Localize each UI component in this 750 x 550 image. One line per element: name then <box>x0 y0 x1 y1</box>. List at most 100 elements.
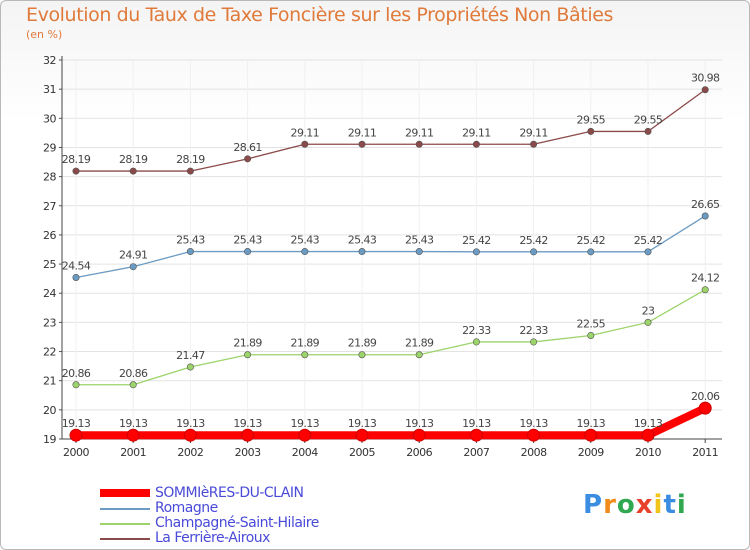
data-point <box>698 401 712 415</box>
data-label: 25.42 <box>634 234 663 247</box>
y-tick-label: 28 <box>43 171 56 184</box>
data-label: 25.42 <box>577 234 606 247</box>
data-point <box>186 248 194 256</box>
data-label: 22.33 <box>519 324 548 337</box>
y-tick-label: 27 <box>43 200 56 213</box>
data-label: 29.55 <box>634 113 663 126</box>
data-point <box>587 127 595 135</box>
data-point <box>472 338 480 346</box>
x-tick-label: 2004 <box>292 446 318 459</box>
data-point <box>701 212 709 220</box>
data-point <box>644 318 652 326</box>
legend-item: La Ferrière-Airoux <box>100 530 360 546</box>
data-point <box>412 428 426 442</box>
legend-item: Champagné-Saint-Hilaire <box>100 515 360 531</box>
data-point <box>472 248 480 256</box>
data-point <box>644 127 652 135</box>
chart-title: Evolution du Taux de Taxe Foncière sur l… <box>26 4 614 26</box>
data-point <box>241 428 255 442</box>
data-point <box>358 248 366 256</box>
data-point <box>472 140 480 148</box>
x-tick-label: 2010 <box>635 446 661 459</box>
series-line-0 <box>72 404 710 440</box>
legend-swatch <box>100 489 150 497</box>
data-point <box>587 332 595 340</box>
logo-letter: i <box>653 490 664 520</box>
y-tick-label: 26 <box>43 229 56 242</box>
data-point <box>183 428 197 442</box>
x-tick-label: 2000 <box>63 446 89 459</box>
series-line-1 <box>75 215 706 279</box>
data-label: 19.13 <box>62 417 91 430</box>
data-point <box>186 363 194 371</box>
data-label: 24.54 <box>62 259 91 272</box>
x-tick-label: 2007 <box>463 446 489 459</box>
proxiti-logo: Proxiti <box>583 490 687 520</box>
data-label: 19.13 <box>176 417 205 430</box>
data-point <box>530 338 538 346</box>
data-label: 28.19 <box>62 153 91 166</box>
data-point <box>301 351 309 359</box>
x-tick-label: 2008 <box>521 446 547 459</box>
data-label: 28.19 <box>176 153 205 166</box>
y-tick-label: 31 <box>43 83 56 96</box>
data-label: 19.13 <box>405 417 434 430</box>
y-tick-label: 20 <box>43 404 56 417</box>
data-point <box>527 428 541 442</box>
x-tick-label: 2005 <box>349 446 375 459</box>
chart-unit-label: (en %) <box>26 28 63 41</box>
data-point <box>415 140 423 148</box>
data-label: 21.89 <box>291 337 320 350</box>
data-point <box>530 248 538 256</box>
data-label: 19.13 <box>519 417 548 430</box>
data-label: 28.19 <box>119 153 148 166</box>
data-point <box>72 167 80 175</box>
legend-item: Romagne <box>100 500 360 516</box>
data-point <box>244 155 252 163</box>
data-label: 21.89 <box>233 337 262 350</box>
x-tick-label: 2002 <box>177 446 203 459</box>
y-tick-label: 19 <box>43 433 56 446</box>
data-label: 19.13 <box>634 417 663 430</box>
data-label: 24.91 <box>119 249 148 262</box>
y-tick-label: 25 <box>43 258 56 271</box>
data-point <box>415 351 423 359</box>
data-point <box>129 167 137 175</box>
data-point <box>69 428 83 442</box>
y-tick-label: 22 <box>43 346 56 359</box>
data-point <box>358 351 366 359</box>
data-point <box>644 248 652 256</box>
data-label: 23 <box>642 304 655 317</box>
logo-letter: t <box>663 490 677 520</box>
data-label: 20.06 <box>691 390 720 403</box>
x-tick-label: 2011 <box>692 446 718 459</box>
data-label: 25.42 <box>519 234 548 247</box>
data-label: 19.13 <box>577 417 606 430</box>
data-point <box>469 428 483 442</box>
data-label: 19.13 <box>233 417 262 430</box>
data-label: 25.42 <box>462 234 491 247</box>
data-label: 25.43 <box>291 234 320 247</box>
data-point <box>701 86 709 94</box>
data-label: 29.11 <box>462 126 491 139</box>
data-label: 19.13 <box>348 417 377 430</box>
data-point <box>129 263 137 271</box>
y-tick-label: 21 <box>43 375 56 388</box>
data-label: 24.12 <box>691 272 720 285</box>
data-point <box>72 381 80 389</box>
logo-letter: o <box>616 490 636 520</box>
y-tick-label: 24 <box>43 287 56 300</box>
data-point <box>701 286 709 294</box>
data-label: 25.43 <box>348 234 377 247</box>
data-label: 29.11 <box>348 126 377 139</box>
legend-swatch <box>100 523 150 525</box>
data-label: 20.86 <box>119 367 148 380</box>
data-label: 25.43 <box>176 234 205 247</box>
legend-label: La Ferrière-Airoux <box>155 530 270 546</box>
data-point <box>641 428 655 442</box>
data-point <box>584 428 598 442</box>
legend-label: SOMMIèRES-DU-CLAIN <box>155 485 304 501</box>
y-tick-label: 30 <box>43 112 56 125</box>
data-point <box>587 248 595 256</box>
